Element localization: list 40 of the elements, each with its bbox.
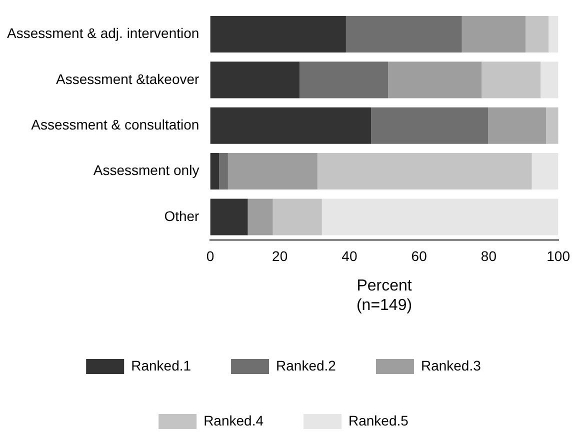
- bar: [322, 198, 558, 236]
- bar: [488, 107, 546, 144]
- bar: [532, 153, 558, 190]
- bar: [540, 62, 558, 98]
- x-tick-label: 40: [342, 248, 358, 264]
- bar: [317, 153, 532, 190]
- y-tick-label: Assessment &takeover: [56, 70, 200, 87]
- bar: [210, 16, 346, 53]
- x-tick-label: 80: [480, 248, 497, 264]
- bar: [346, 16, 462, 53]
- bar: [371, 107, 488, 144]
- x-tick-label: 60: [411, 248, 428, 264]
- legend-label: Ranked.5: [348, 412, 409, 428]
- bar: [388, 62, 482, 98]
- legend-label: Ranked.2: [276, 357, 336, 374]
- bar: [300, 62, 388, 98]
- y-tick-label: Assessment & consultation: [31, 116, 200, 132]
- y-tick-label: Other: [164, 208, 200, 224]
- bar: [210, 62, 300, 98]
- bar: [548, 16, 558, 53]
- bar: [219, 153, 228, 190]
- y-tick-label: Assessment only: [93, 162, 200, 178]
- bar: [462, 16, 526, 53]
- bar: [248, 198, 273, 236]
- bar: [210, 198, 248, 236]
- bar: [228, 153, 318, 190]
- legend-label: Ranked.3: [420, 357, 482, 374]
- x-tick-label: 20: [272, 248, 288, 264]
- bar: [210, 153, 220, 190]
- bar: [546, 107, 558, 144]
- bar: [526, 16, 549, 53]
- x-axis-title: Percent (n=149): [356, 278, 412, 314]
- x-tick-label: 100: [546, 248, 570, 264]
- bar: [210, 107, 372, 144]
- legend-label: Ranked.1: [131, 357, 192, 374]
- y-tick-label: Assessment & adj. intervention: [6, 25, 200, 42]
- bar: [272, 198, 322, 236]
- bar: [482, 62, 541, 98]
- x-tick-label: 0: [206, 248, 214, 264]
- legend-label: Ranked.4: [204, 412, 264, 428]
